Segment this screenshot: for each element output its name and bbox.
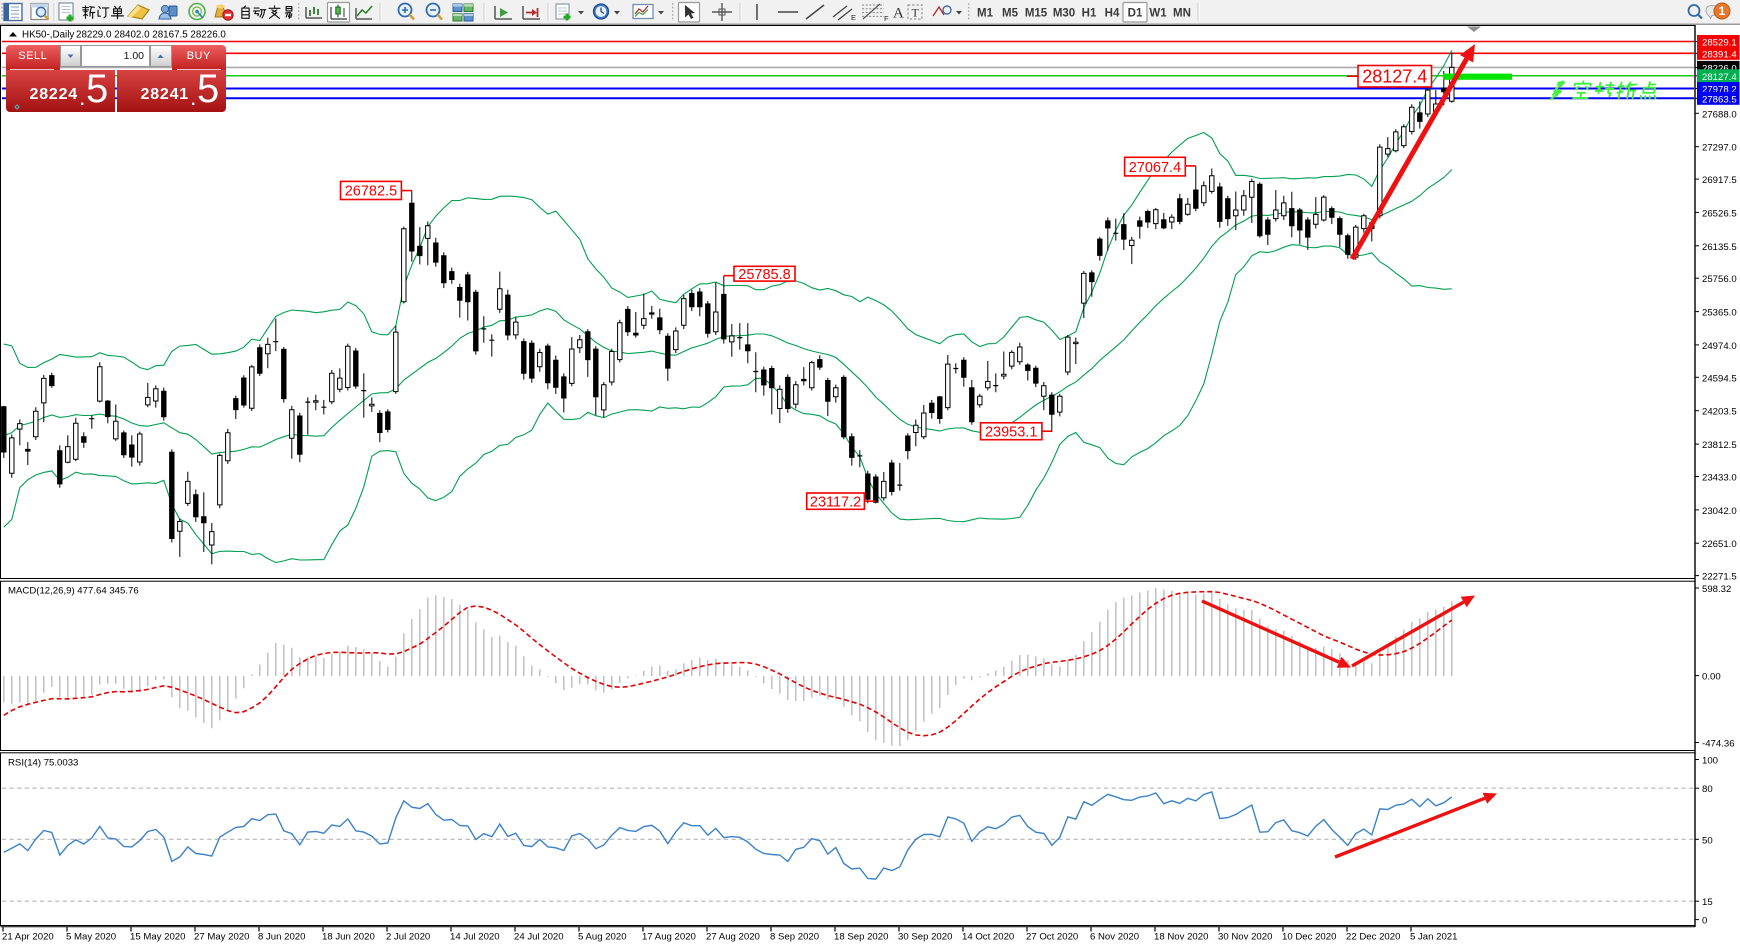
svg-text:15 May 2020: 15 May 2020: [130, 932, 185, 943]
svg-text:50: 50: [1702, 835, 1713, 846]
svg-text:23042.0: 23042.0: [1702, 506, 1737, 517]
svg-text:27 Aug 2020: 27 Aug 2020: [706, 932, 760, 943]
svg-text:26526.5: 26526.5: [1702, 208, 1737, 219]
svg-text:28391.4: 28391.4: [1702, 49, 1737, 60]
svg-text:T: T: [912, 6, 920, 20]
svg-text:HK50-,Daily: HK50-,Daily: [22, 30, 74, 41]
svg-text:27 May 2020: 27 May 2020: [194, 932, 249, 943]
svg-text:14 Oct 2020: 14 Oct 2020: [962, 932, 1014, 943]
svg-text:H4: H4: [1105, 8, 1120, 20]
svg-text:14 Jul 2020: 14 Jul 2020: [450, 932, 500, 943]
svg-text:5 May 2020: 5 May 2020: [66, 932, 116, 943]
svg-text:26917.5: 26917.5: [1702, 175, 1737, 186]
svg-text:25365.0: 25365.0: [1702, 308, 1737, 319]
svg-text:M5: M5: [1002, 8, 1019, 20]
svg-text:F: F: [884, 14, 889, 23]
svg-text:W1: W1: [1149, 8, 1167, 20]
svg-text:24 Jul 2020: 24 Jul 2020: [514, 932, 564, 943]
svg-text:15: 15: [1702, 897, 1713, 908]
svg-text:30 Nov 2020: 30 Nov 2020: [1218, 932, 1272, 943]
svg-text:D1: D1: [1128, 8, 1143, 20]
svg-text:0.00: 0.00: [1702, 672, 1721, 683]
svg-text:24594.5: 24594.5: [1702, 373, 1737, 384]
svg-text:22 Dec 2020: 22 Dec 2020: [1346, 932, 1400, 943]
svg-text:24203.5: 24203.5: [1702, 407, 1737, 418]
svg-text:24974.0: 24974.0: [1702, 341, 1737, 352]
svg-text:27 Oct 2020: 27 Oct 2020: [1026, 932, 1078, 943]
svg-text:23433.0: 23433.0: [1702, 473, 1737, 484]
svg-text:8 Sep 2020: 8 Sep 2020: [770, 932, 819, 943]
svg-text:23117.2: 23117.2: [810, 494, 861, 510]
svg-text:MN: MN: [1173, 8, 1191, 20]
svg-text:M1: M1: [977, 8, 994, 20]
svg-text:27688.0: 27688.0: [1702, 109, 1737, 120]
svg-text:598.32: 598.32: [1702, 584, 1731, 595]
svg-text:6 Nov 2020: 6 Nov 2020: [1090, 932, 1139, 943]
svg-text:M15: M15: [1025, 8, 1048, 20]
svg-text:27067.4: 27067.4: [1129, 160, 1181, 176]
svg-text:1: 1: [1719, 4, 1726, 18]
svg-text:10 Dec 2020: 10 Dec 2020: [1282, 932, 1336, 943]
svg-text:E: E: [851, 13, 856, 22]
svg-text:28529.1: 28529.1: [1702, 38, 1737, 49]
svg-text:28127.4: 28127.4: [1362, 67, 1427, 87]
svg-text:MACD(12,26,9) 477.64 345.76: MACD(12,26,9) 477.64 345.76: [8, 586, 139, 597]
svg-text:H1: H1: [1082, 8, 1097, 20]
svg-text:18 Sep 2020: 18 Sep 2020: [834, 932, 888, 943]
svg-text:26782.5: 26782.5: [345, 184, 397, 200]
svg-text:25785.8: 25785.8: [738, 267, 790, 283]
svg-text:0: 0: [1702, 916, 1707, 927]
svg-text:23812.5: 23812.5: [1702, 440, 1737, 451]
svg-text:RSI(14) 75.0033: RSI(14) 75.0033: [8, 758, 78, 769]
svg-text:22651.0: 22651.0: [1702, 539, 1737, 550]
svg-text:18 Nov 2020: 18 Nov 2020: [1154, 932, 1208, 943]
svg-text:-474.36: -474.36: [1702, 739, 1735, 750]
svg-text:17 Aug 2020: 17 Aug 2020: [642, 932, 696, 943]
svg-text:27978.2: 27978.2: [1702, 85, 1737, 96]
svg-text:80: 80: [1702, 784, 1713, 795]
svg-text:A: A: [893, 6, 904, 22]
svg-text:22271.5: 22271.5: [1702, 572, 1737, 583]
svg-text:28226.0: 28226.0: [1702, 63, 1737, 74]
svg-text:27297.0: 27297.0: [1702, 143, 1737, 154]
svg-text:21 Apr 2020: 21 Apr 2020: [2, 932, 54, 943]
svg-text:27863.5: 27863.5: [1702, 94, 1737, 105]
svg-text:28127.4: 28127.4: [1702, 72, 1737, 83]
svg-text:25756.0: 25756.0: [1702, 274, 1737, 285]
svg-text:26135.5: 26135.5: [1702, 242, 1737, 253]
svg-text:23953.1: 23953.1: [985, 424, 1037, 440]
svg-text:30 Sep 2020: 30 Sep 2020: [898, 932, 952, 943]
svg-text:5 Jan 2021: 5 Jan 2021: [1410, 932, 1457, 943]
svg-text:28229.0 28402.0 28167.5 28226.: 28229.0 28402.0 28167.5 28226.0: [76, 30, 226, 41]
svg-text:8 Jun 2020: 8 Jun 2020: [258, 932, 305, 943]
svg-text:100: 100: [1702, 756, 1718, 767]
svg-text:18 Jun 2020: 18 Jun 2020: [322, 932, 375, 943]
svg-text:5 Aug 2020: 5 Aug 2020: [578, 932, 627, 943]
svg-text:2 Jul 2020: 2 Jul 2020: [386, 932, 430, 943]
svg-text:M30: M30: [1053, 8, 1075, 20]
